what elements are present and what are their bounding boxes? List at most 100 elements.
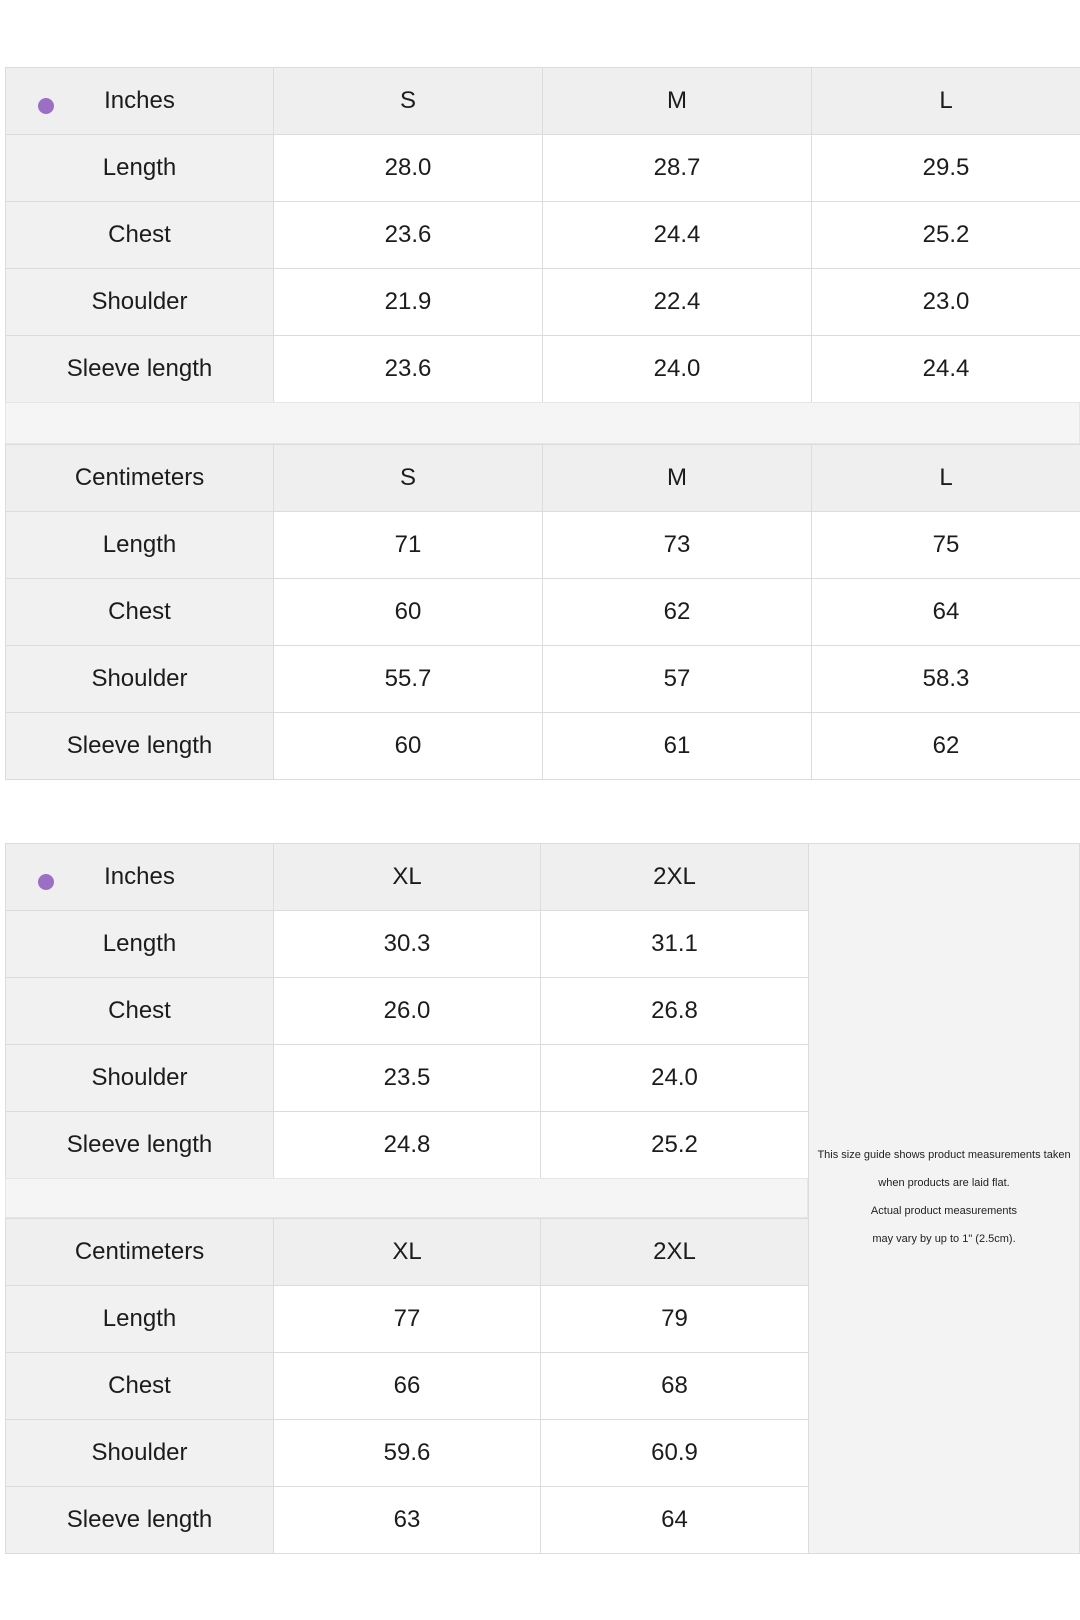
table-row: Sleeve length 24.8 25.2: [5, 1111, 809, 1179]
measurement-value: 24.8: [273, 1111, 541, 1179]
size-header-2xl: 2XL: [540, 843, 809, 911]
measurement-value: 60: [273, 578, 543, 646]
measurement-value: 59.6: [273, 1419, 541, 1487]
measurement-label: Chest: [5, 1352, 274, 1420]
unit-header-cell: Centimeters: [5, 444, 274, 512]
measurement-value: 22.4: [542, 268, 812, 336]
table-row: Shoulder 59.6 60.9: [5, 1419, 809, 1487]
table-row: Sleeve length 60 61 62: [5, 712, 1080, 780]
measurement-value: 77: [273, 1285, 541, 1353]
table-row: Shoulder 55.7 57 58.3: [5, 645, 1080, 713]
measurement-value: 79: [540, 1285, 809, 1353]
measurement-value: 26.0: [273, 977, 541, 1045]
size-header-2xl: 2XL: [540, 1218, 809, 1286]
measurement-label: Sleeve length: [5, 1111, 274, 1179]
size-header-m: M: [542, 67, 812, 135]
measurement-value: 61: [542, 712, 812, 780]
unit-header-cell: Inches: [5, 67, 274, 135]
table-row: Chest 66 68: [5, 1352, 809, 1420]
size-header-s: S: [273, 67, 543, 135]
table-spacer: [5, 402, 1080, 444]
size-header-s: S: [273, 444, 543, 512]
note-line: Actual product measurements: [870, 1205, 1018, 1217]
measurement-value: 57: [542, 645, 812, 713]
note-line: This size guide shows product measuremen…: [817, 1149, 1071, 1161]
measurement-label: Length: [5, 511, 274, 579]
measurement-value: 63: [273, 1486, 541, 1554]
table-row: Chest 60 62 64: [5, 578, 1080, 646]
size-table-centimeters-s-m-l: Centimeters S M L Length 71 73 75 Chest …: [5, 444, 1080, 780]
measurement-label: Length: [5, 910, 274, 978]
table-header-row: Centimeters S M L: [5, 444, 1080, 512]
measurement-label: Chest: [5, 977, 274, 1045]
measurement-value: 71: [273, 511, 543, 579]
measurement-label: Sleeve length: [5, 712, 274, 780]
size-header-l: L: [811, 67, 1080, 135]
measurement-label: Sleeve length: [5, 1486, 274, 1554]
unit-header-cell: Centimeters: [5, 1218, 274, 1286]
table-header-row: Inches S M L: [5, 67, 1080, 135]
table-row: Length 28.0 28.7 29.5: [5, 134, 1080, 202]
table-row: Sleeve length 23.6 24.0 24.4: [5, 335, 1080, 403]
size-table-centimeters-xl-2xl: Centimeters XL 2XL Length 77 79 Chest 66…: [5, 1218, 809, 1554]
measurement-value: 31.1: [540, 910, 809, 978]
unit-label: Inches: [104, 87, 175, 114]
measurement-value: 62: [542, 578, 812, 646]
measurement-label: Shoulder: [5, 268, 274, 336]
size-guide-note: This size guide shows product measuremen…: [809, 1141, 1079, 1253]
table-header-row: Centimeters XL 2XL: [5, 1218, 809, 1286]
size-header-l: L: [811, 444, 1080, 512]
table-row: Length 30.3 31.1: [5, 910, 809, 978]
bullet-dot-icon: [38, 874, 54, 890]
measurement-value: 26.8: [540, 977, 809, 1045]
measurement-value: 25.2: [811, 201, 1080, 269]
measurement-value: 64: [811, 578, 1080, 646]
measurement-value: 66: [273, 1352, 541, 1420]
size-header-m: M: [542, 444, 812, 512]
measurement-label: Sleeve length: [5, 335, 274, 403]
measurement-value: 55.7: [273, 645, 543, 713]
table-row: Length 71 73 75: [5, 511, 1080, 579]
table-row: Chest 26.0 26.8: [5, 977, 809, 1045]
measurement-value: 29.5: [811, 134, 1080, 202]
size-header-xl: XL: [273, 1218, 541, 1286]
note-line: may vary by up to 1" (2.5cm).: [872, 1233, 1016, 1245]
measurement-label: Shoulder: [5, 1419, 274, 1487]
measurement-value: 30.3: [273, 910, 541, 978]
table-row: Sleeve length 63 64: [5, 1486, 809, 1554]
size-table-inches-s-m-l: Inches S M L Length 28.0 28.7 29.5 Chest…: [5, 67, 1080, 403]
measurement-value: 60.9: [540, 1419, 809, 1487]
measurement-label: Length: [5, 134, 274, 202]
table-header-row: Inches XL 2XL: [5, 843, 809, 911]
table-row: Chest 23.6 24.4 25.2: [5, 201, 1080, 269]
measurement-value: 64: [540, 1486, 809, 1554]
table-row: Shoulder 23.5 24.0: [5, 1044, 809, 1112]
unit-label: Inches: [104, 863, 175, 890]
unit-header-cell: Inches: [5, 843, 274, 911]
measurement-label: Shoulder: [5, 645, 274, 713]
size-table-inches-xl-2xl: Inches XL 2XL Length 30.3 31.1 Chest 26.…: [5, 843, 809, 1179]
size-guide-note-panel: This size guide shows product measuremen…: [808, 843, 1080, 1554]
measurement-value: 25.2: [540, 1111, 809, 1179]
table-row: Length 77 79: [5, 1285, 809, 1353]
measurement-value: 24.0: [540, 1044, 809, 1112]
size-header-xl: XL: [273, 843, 541, 911]
measurement-value: 73: [542, 511, 812, 579]
measurement-value: 28.7: [542, 134, 812, 202]
measurement-label: Chest: [5, 201, 274, 269]
measurement-value: 62: [811, 712, 1080, 780]
measurement-value: 23.5: [273, 1044, 541, 1112]
measurement-value: 60: [273, 712, 543, 780]
measurement-label: Shoulder: [5, 1044, 274, 1112]
measurement-value: 24.4: [542, 201, 812, 269]
measurement-value: 58.3: [811, 645, 1080, 713]
measurement-value: 75: [811, 511, 1080, 579]
bullet-dot-icon: [38, 98, 54, 114]
note-line: when products are laid flat.: [878, 1177, 1010, 1189]
measurement-value: 21.9: [273, 268, 543, 336]
measurement-label: Chest: [5, 578, 274, 646]
measurement-value: 28.0: [273, 134, 543, 202]
measurement-value: 23.6: [273, 201, 543, 269]
measurement-value: 23.6: [273, 335, 543, 403]
measurement-value: 68: [540, 1352, 809, 1420]
